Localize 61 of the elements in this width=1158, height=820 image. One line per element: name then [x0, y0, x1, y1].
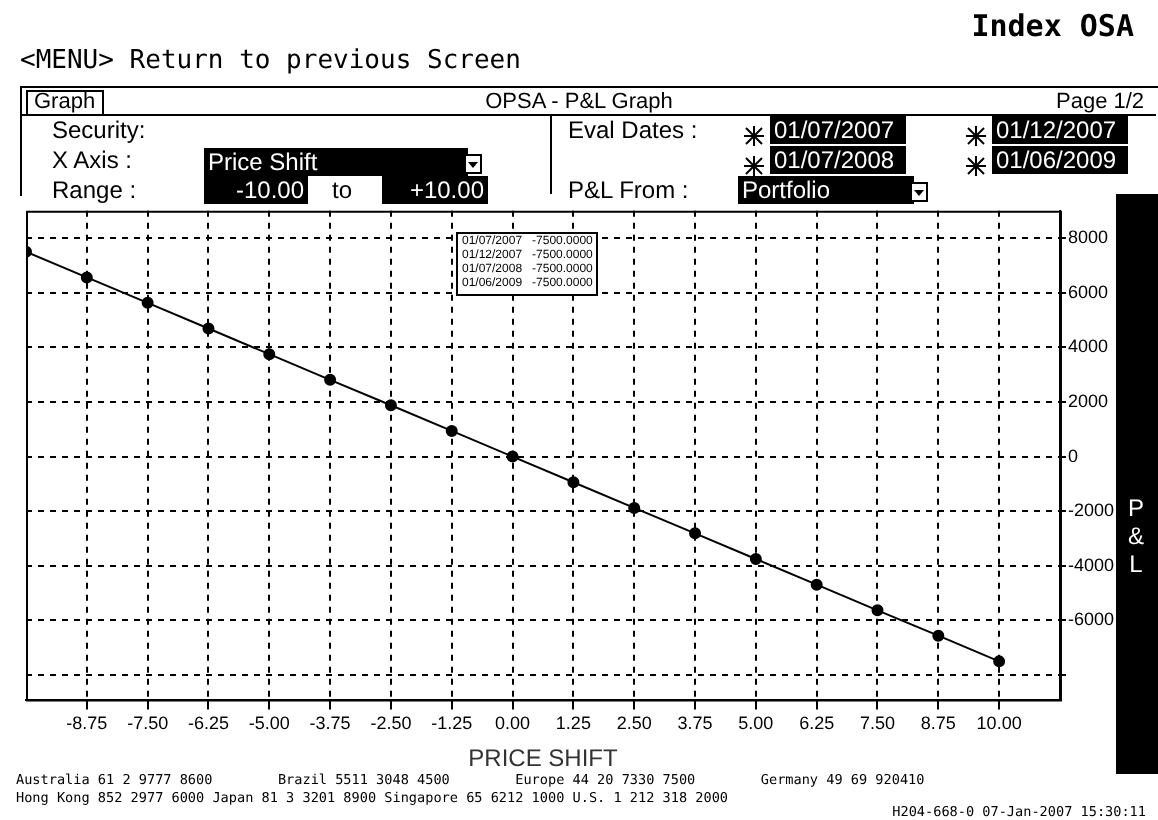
x-tick-label: -2.50: [370, 713, 412, 734]
x-tick-label: -6.25: [187, 713, 229, 734]
y-tick-label: 2000: [1067, 390, 1109, 411]
x-tick-label: 10.00: [976, 713, 1022, 734]
text: +10.00: [382, 176, 488, 204]
point: [80, 271, 93, 284]
text: Graph: [26, 90, 104, 116]
text: <MENU> Return to previous Screen: [20, 46, 521, 76]
point: [263, 348, 276, 361]
text: 01/07/2007: [770, 116, 906, 144]
text: to: [332, 176, 353, 204]
x-axis-title: PRICE SHIFT: [468, 744, 619, 773]
x-tick-label: 8.75: [920, 713, 956, 734]
text: Security:: [52, 116, 146, 144]
y-tick-label: 6000: [1067, 281, 1109, 302]
point: [871, 604, 884, 617]
y-tick-label: -6000: [1067, 609, 1115, 630]
x-tick-label: -3.75: [309, 713, 351, 734]
chart-title: OPSA - P&L Graph: [485, 90, 673, 114]
text: -10.00: [204, 176, 308, 204]
point: [689, 527, 702, 540]
y-tick-label: 0: [1067, 445, 1078, 466]
text: Range :: [52, 176, 137, 204]
point: [324, 373, 337, 386]
x-tick-label: -8.75: [66, 713, 108, 734]
y-tick-label: 4000: [1067, 336, 1109, 357]
x-tick-label: -7.50: [127, 713, 169, 734]
text: Price Shift: [204, 148, 468, 176]
point: [384, 399, 397, 412]
point: [749, 552, 762, 565]
point: [810, 578, 823, 591]
x-tick-label: -1.25: [431, 713, 473, 734]
text: Page 1/2: [1056, 90, 1145, 114]
text: X Axis :: [52, 146, 133, 174]
text: Portfolio: [738, 176, 914, 204]
point: [202, 322, 215, 335]
x-tick-label: 0.00: [495, 713, 531, 734]
text: P&L From :: [568, 176, 689, 204]
text: Eval Dates :: [568, 116, 698, 144]
text: 01/12/2007: [992, 116, 1128, 144]
text: Index OSA: [971, 8, 1134, 44]
point: [506, 450, 519, 463]
text: 01/07/2008: [770, 146, 906, 174]
text: 01/06/2009: [992, 146, 1128, 174]
y-tick-label: 8000: [1067, 227, 1109, 248]
x-tick-label: 7.50: [859, 713, 896, 734]
x-tick-label: 1.25: [555, 713, 591, 734]
point: [628, 501, 641, 514]
y-axis-title: P&L: [1122, 494, 1150, 578]
y-tick-label: -4000: [1067, 554, 1115, 575]
point: [932, 629, 945, 642]
point: [445, 424, 458, 437]
y-tick-label: -2000: [1067, 500, 1115, 521]
x-tick-label: -5.00: [248, 713, 290, 734]
x-tick-label: 2.50: [616, 713, 652, 734]
x-tick-label: 6.25: [799, 713, 835, 734]
x-tick-label: 5.00: [738, 713, 774, 734]
point: [567, 476, 580, 489]
point: [141, 296, 154, 309]
x-tick-label: 3.75: [677, 713, 713, 734]
point: [993, 655, 1006, 668]
